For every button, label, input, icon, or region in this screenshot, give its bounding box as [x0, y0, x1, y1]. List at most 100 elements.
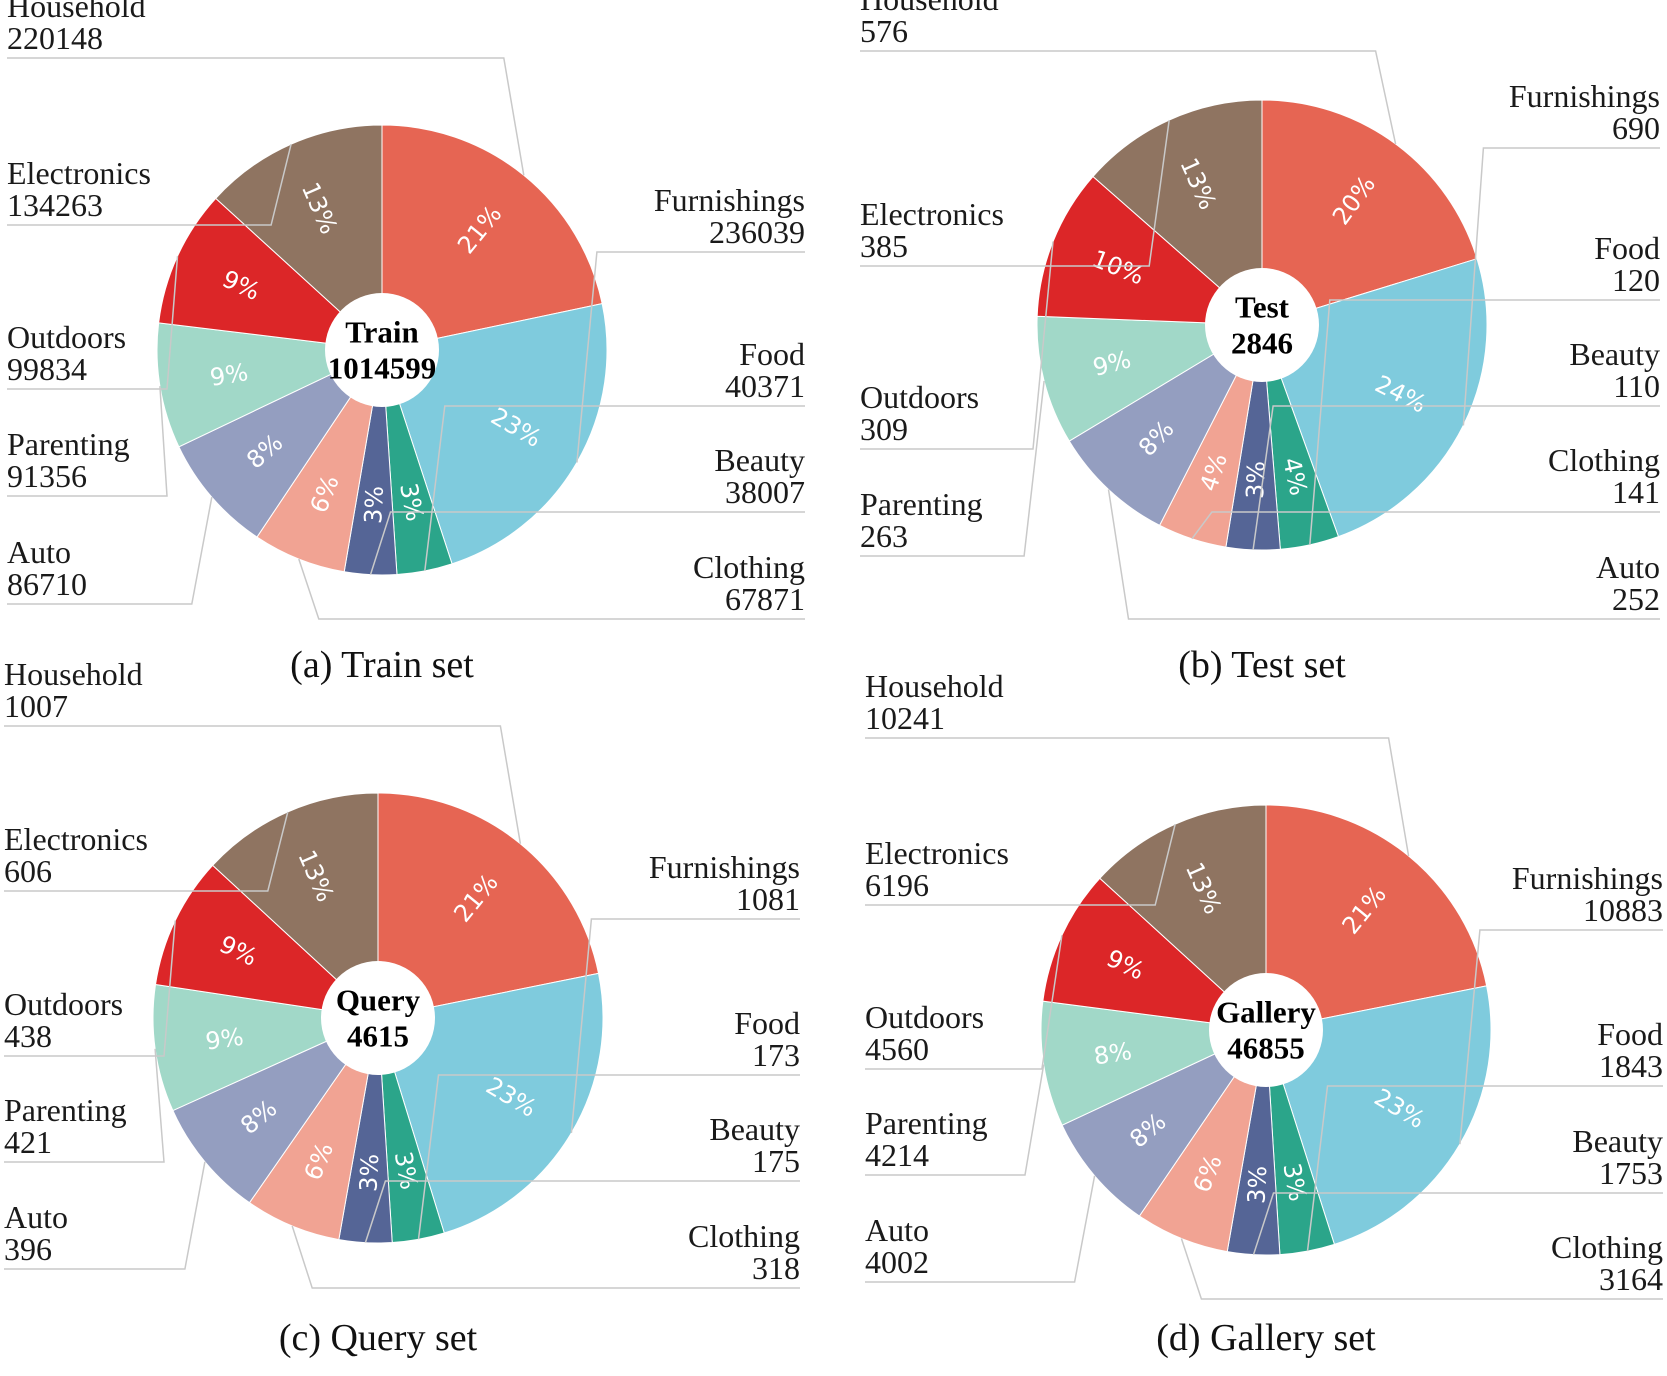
- label-name-clothing: Clothing: [1551, 1229, 1663, 1265]
- pct-label-beauty: 3%: [1241, 460, 1271, 499]
- caption-query: (c) Query set: [279, 1317, 478, 1359]
- leader-line-parenting: [865, 1064, 1045, 1176]
- leader-line-auto: [865, 1175, 1096, 1283]
- label-value-food: 120: [1612, 262, 1660, 298]
- label-value-food: 173: [752, 1037, 800, 1073]
- center-title: Test: [1235, 290, 1290, 325]
- leader-line-food: [424, 405, 805, 571]
- leader-line-furnishings: [1462, 147, 1660, 426]
- slice-household: [1261, 99, 1478, 326]
- label-name-auto: Auto: [4, 1199, 68, 1235]
- center-total: 1014599: [328, 351, 437, 386]
- label-value-clothing: 141: [1612, 474, 1660, 510]
- label-value-furnishings: 1081: [736, 881, 800, 917]
- label-name-outdoors: Outdoors: [7, 319, 126, 355]
- leader-line-electronics: [4, 811, 289, 892]
- center-hole: [325, 293, 439, 407]
- center-hole: [321, 961, 435, 1075]
- leader-line-household: [4, 725, 522, 844]
- label-name-parenting: Parenting: [860, 486, 983, 522]
- leader-line-auto: [7, 497, 213, 605]
- label-name-food: Food: [1594, 230, 1660, 266]
- leader-line-outdoors: [4, 920, 176, 1057]
- label-value-auto: 396: [4, 1231, 52, 1267]
- label-name-beauty: Beauty: [709, 1111, 800, 1147]
- label-value-outdoors: 309: [860, 411, 908, 447]
- label-value-clothing: 3164: [1599, 1261, 1663, 1297]
- leader-line-clothing: [298, 558, 805, 620]
- pct-label-beauty: 3%: [359, 485, 389, 524]
- leader-line-parenting: [7, 386, 168, 497]
- label-value-auto: 86710: [7, 566, 87, 602]
- caption-gallery: (d) Gallery set: [1156, 1317, 1376, 1359]
- label-value-beauty: 175: [752, 1143, 800, 1179]
- label-name-household: Household: [865, 668, 1004, 704]
- label-name-furnishings: Furnishings: [654, 182, 805, 218]
- pct-label-parenting: 9%: [204, 1023, 246, 1056]
- leader-line-auto: [4, 1161, 206, 1270]
- label-value-auto: 4002: [865, 1244, 929, 1280]
- label-value-outdoors: 4560: [865, 1031, 929, 1067]
- label-name-electronics: Electronics: [7, 155, 151, 191]
- leader-line-electronics: [860, 119, 1170, 267]
- leader-line-electronics: [7, 144, 292, 226]
- label-value-furnishings: 10883: [1583, 892, 1663, 928]
- pct-label-parenting: 8%: [1092, 1037, 1134, 1070]
- pct-label-beauty: 3%: [354, 1153, 384, 1193]
- label-value-household: 1007: [4, 688, 68, 724]
- leader-line-household: [7, 57, 525, 176]
- pct-label-food: 3%: [389, 1149, 423, 1192]
- leader-line-parenting: [860, 380, 1045, 557]
- label-value-food: 1843: [1599, 1048, 1663, 1084]
- label-value-electronics: 385: [860, 228, 908, 264]
- label-name-parenting: Parenting: [7, 426, 130, 462]
- label-value-household: 576: [860, 13, 908, 49]
- leader-line-clothing: [1191, 511, 1660, 540]
- label-name-furnishings: Furnishings: [649, 849, 800, 885]
- label-name-electronics: Electronics: [4, 821, 148, 857]
- leader-line-beauty: [364, 1180, 800, 1243]
- leader-line-outdoors: [865, 935, 1063, 1070]
- leader-line-household: [860, 50, 1397, 145]
- pie-chart-train: 21%23%3%3%6%8%9%9%13%Train1014599Househo…: [7, 0, 805, 686]
- slice-auto: [178, 348, 384, 538]
- label-name-beauty: Beauty: [1572, 1123, 1663, 1159]
- label-value-parenting: 421: [4, 1124, 52, 1160]
- label-name-household: Household: [7, 0, 146, 24]
- label-value-furnishings: 236039: [709, 214, 805, 250]
- label-name-household: Household: [860, 0, 999, 17]
- label-name-parenting: Parenting: [4, 1092, 127, 1128]
- center-hole: [1209, 973, 1323, 1087]
- center-total: 4615: [347, 1019, 409, 1054]
- leader-line-beauty: [1252, 405, 1660, 550]
- label-value-outdoors: 438: [4, 1018, 52, 1054]
- label-name-clothing: Clothing: [1548, 442, 1660, 478]
- leader-line-furnishings: [576, 251, 805, 463]
- label-name-outdoors: Outdoors: [4, 986, 123, 1022]
- label-value-electronics: 606: [4, 853, 52, 889]
- label-value-auto: 252: [1612, 581, 1660, 617]
- caption-test: (b) Test set: [1178, 644, 1346, 686]
- label-name-auto: Auto: [865, 1212, 929, 1248]
- label-name-electronics: Electronics: [860, 196, 1004, 232]
- leader-line-food: [1306, 1085, 1663, 1252]
- label-name-auto: Auto: [1596, 549, 1660, 585]
- center-hole: [1205, 268, 1319, 382]
- leader-line-food: [417, 1074, 800, 1240]
- leader-line-electronics: [865, 823, 1176, 906]
- label-name-furnishings: Furnishings: [1512, 860, 1663, 896]
- center-title: Train: [345, 315, 419, 350]
- label-name-beauty: Beauty: [714, 442, 805, 478]
- label-value-clothing: 67871: [725, 581, 805, 617]
- pct-label-beauty: 3%: [1242, 1165, 1272, 1205]
- center-title: Gallery: [1216, 995, 1316, 1030]
- center-total: 2846: [1231, 326, 1293, 361]
- leader-line-furnishings: [1459, 929, 1663, 1145]
- label-value-beauty: 1753: [1599, 1155, 1663, 1191]
- label-value-parenting: 263: [860, 518, 908, 554]
- label-value-beauty: 110: [1613, 368, 1660, 404]
- leader-line-household: [865, 737, 1410, 857]
- label-value-electronics: 6196: [865, 867, 929, 903]
- leader-line-beauty: [369, 511, 805, 575]
